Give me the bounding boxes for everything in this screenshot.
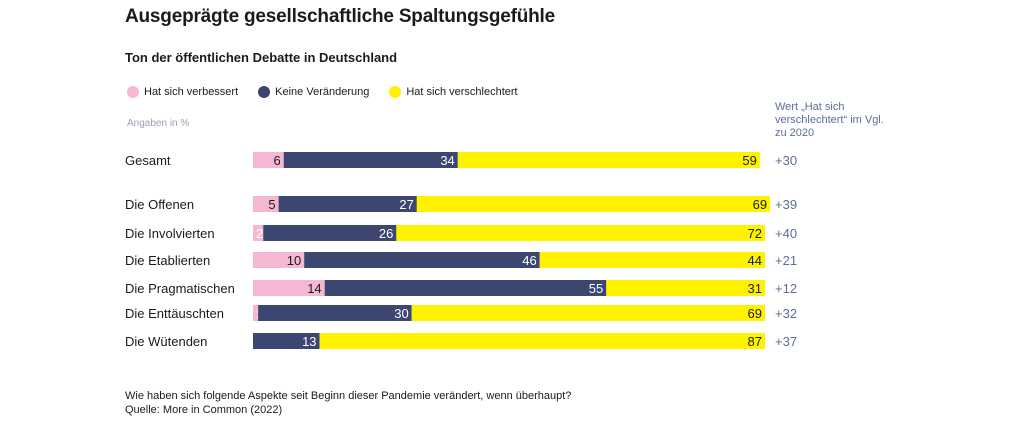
legend-item-improved: Hat sich verbessert xyxy=(127,86,238,98)
change-column-header: Wert „Hat sich verschlechtert“ im Vgl. z… xyxy=(775,101,884,139)
bar-value-label-no-change: 30 xyxy=(394,306,408,321)
bar-value-label-no-change: 27 xyxy=(399,197,413,212)
change-value-label: +30 xyxy=(775,153,797,168)
bar-value-label-improved: 14 xyxy=(307,281,321,296)
bar-value-label-worse: 87 xyxy=(748,334,762,349)
bar-segment-worse xyxy=(396,225,765,241)
category-label: Die Etablierten xyxy=(125,253,210,268)
bar-value-label-no-change: 26 xyxy=(379,226,393,241)
category-label: Gesamt xyxy=(125,153,171,168)
bar-value-label-improved: 10 xyxy=(287,253,301,268)
legend-label-improved: Hat sich verbessert xyxy=(144,86,239,98)
bar-segment-no-change xyxy=(324,280,607,296)
legend: Hat sich verbessert Keine Veränderung Ha… xyxy=(127,86,538,98)
change-value-label: +40 xyxy=(775,226,797,241)
bar-segment-worse xyxy=(539,252,765,268)
bar-segment-improved xyxy=(253,305,259,321)
change-value-label: +37 xyxy=(775,334,797,349)
bar-segment-improved xyxy=(253,280,325,296)
category-label: Die Offenen xyxy=(125,197,194,212)
bar-segment-worse xyxy=(457,152,760,168)
legend-swatch-improved xyxy=(127,86,139,98)
legend-swatch-no-change xyxy=(258,86,271,98)
category-label: Die Wütenden xyxy=(125,334,207,349)
bar-value-label-worse: 69 xyxy=(748,306,762,321)
bar-segment-worse xyxy=(416,196,771,212)
footnote-question: Wie haben sich folgende Aspekte seit Beg… xyxy=(125,390,572,402)
bar-value-label-no-change: 46 xyxy=(522,253,536,268)
legend-label-worse: Hat sich verschlechtert xyxy=(406,86,518,98)
bar-segment-no-change xyxy=(278,196,417,212)
bar-value-label-worse: 59 xyxy=(742,153,756,168)
legend-item-no-change: Keine Veränderung xyxy=(258,86,369,98)
change-value-label: +21 xyxy=(775,253,797,268)
legend-item-worse: Hat sich verschlechtert xyxy=(389,86,518,98)
bar-segment-worse xyxy=(411,305,765,321)
bar-segment-no-change xyxy=(253,333,320,349)
legend-label-no-change: Keine Veränderung xyxy=(275,86,370,98)
bar-value-label-worse: 72 xyxy=(748,226,762,241)
change-value-label: +32 xyxy=(775,306,797,321)
category-label: Die Involvierten xyxy=(125,226,215,241)
bar-segment-no-change xyxy=(263,225,397,241)
bar-segment-improved xyxy=(253,152,284,168)
bar-segment-improved xyxy=(253,196,279,212)
unit-note: Angaben in % xyxy=(127,118,190,129)
bar-value-label-improved: 2 xyxy=(256,226,263,241)
bar-segment-no-change xyxy=(283,152,458,168)
footnote-source: Quelle: More in Common (2022) xyxy=(125,404,283,416)
category-label: Die Enttäuschten xyxy=(125,306,224,321)
bar-segment-no-change xyxy=(258,305,412,321)
bar-value-label-no-change: 55 xyxy=(589,281,603,296)
category-label: Die Pragmatischen xyxy=(125,281,235,296)
footnote: Wie haben sich folgende Aspekte seit Beg… xyxy=(125,389,571,417)
bar-value-label-improved: 6 xyxy=(273,153,280,168)
legend-swatch-worse xyxy=(389,86,402,98)
bar-segment-improved xyxy=(253,225,264,241)
bar-segment-improved xyxy=(253,252,305,268)
change-value-label: +39 xyxy=(775,197,797,212)
bar-value-label-worse: 44 xyxy=(748,253,762,268)
bar-segment-no-change xyxy=(304,252,540,268)
chart-title: Ausgeprägte gesellschaftliche Spaltungsg… xyxy=(125,6,556,27)
bar-segment-worse xyxy=(319,333,765,349)
bar-value-label-worse: 69 xyxy=(753,197,767,212)
bar-value-label-no-change: 34 xyxy=(440,153,454,168)
change-value-label: +12 xyxy=(775,281,797,296)
bar-value-label-worse: 31 xyxy=(748,281,762,296)
bar-value-label-improved: 5 xyxy=(268,197,275,212)
bar-segment-worse xyxy=(606,280,765,296)
bar-value-label-no-change: 13 xyxy=(302,334,316,349)
chart-subtitle: Ton der öffentlichen Debatte in Deutschl… xyxy=(125,50,398,65)
